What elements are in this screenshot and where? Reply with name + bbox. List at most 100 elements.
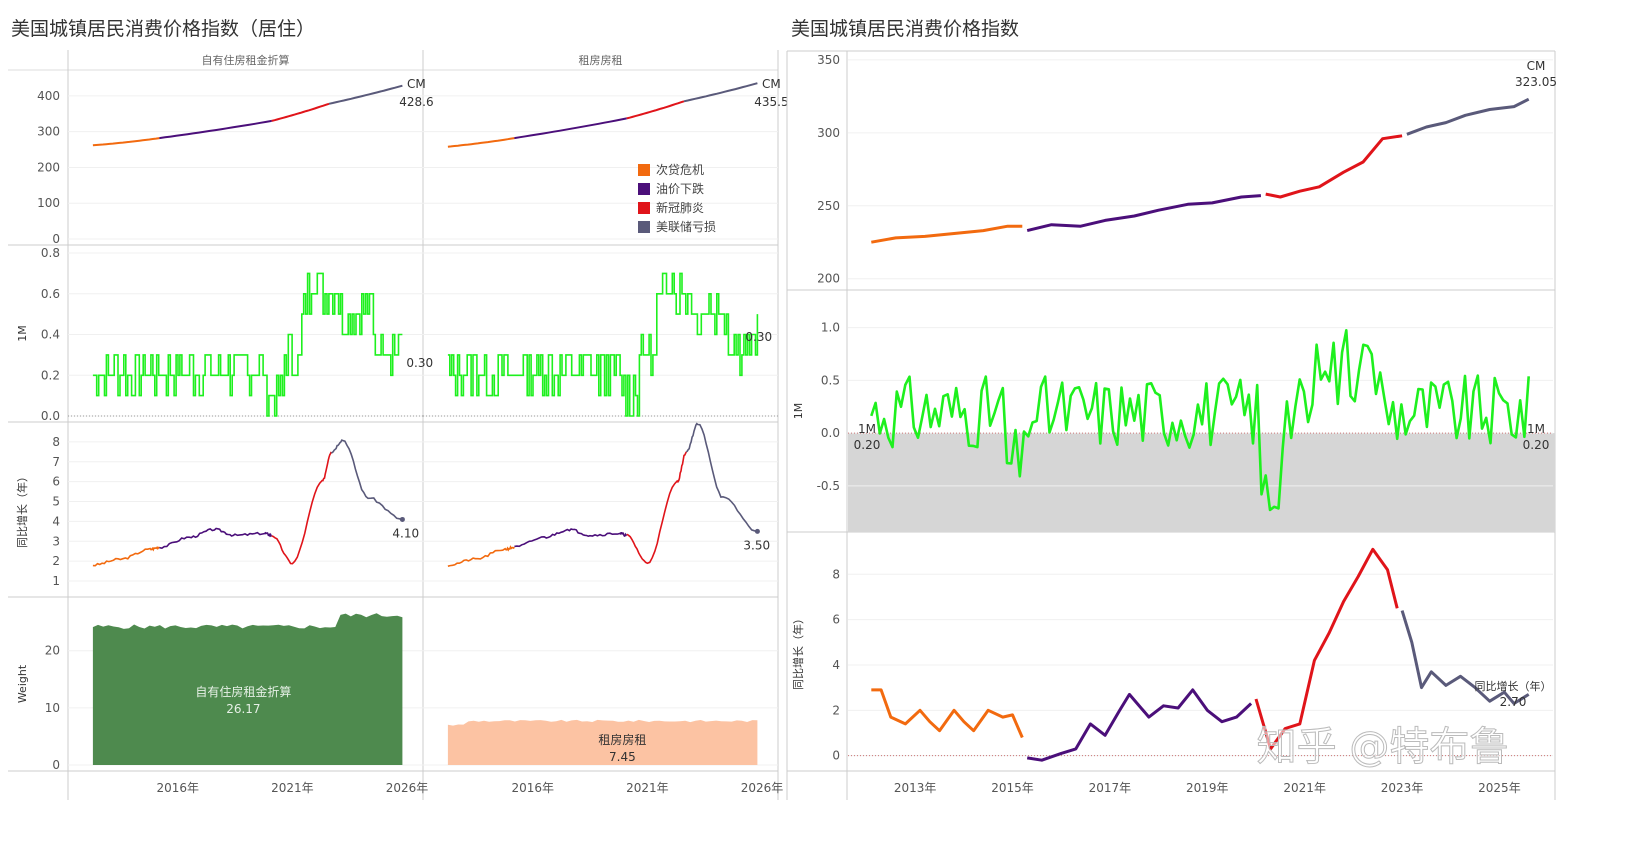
legend-swatch (638, 221, 650, 233)
mom-line-owner (92, 272, 403, 417)
weight-label-name: 自有住房租金折算 (195, 684, 291, 699)
x-tick-label: 2026年 (386, 781, 429, 795)
yoy-line-covid (271, 451, 333, 565)
x-tick-label: 2025年 (1478, 781, 1521, 795)
cpi-yoy-line-subprime (871, 688, 1024, 739)
x-tick-label: 2026年 (741, 781, 784, 795)
index-line-covid (271, 102, 330, 122)
weight-area-owner (92, 613, 403, 765)
y-tick-label: 0.8 (41, 246, 60, 260)
y-tick-label: 0 (832, 749, 840, 763)
y-tick-label: 2 (52, 554, 60, 568)
weight-label-value: 26.17 (226, 702, 260, 716)
y-axis-label: 1M (16, 325, 29, 342)
right-chart-title: 美国城镇居民消费价格指数 (791, 18, 1020, 40)
index-line-fed (683, 82, 758, 103)
cpi-yoy-line-fed (1400, 610, 1530, 705)
y-axis-label: 同比增长（年） (15, 471, 29, 548)
end-dot (754, 528, 760, 534)
y-tick-label: 0.4 (41, 328, 60, 342)
weight-area-rent (447, 719, 758, 765)
mom-line-rent (447, 272, 759, 417)
y-tick-label: 250 (817, 199, 840, 213)
cpi-index-line-subprime (871, 224, 1023, 244)
column-header: 租房房租 (579, 54, 623, 67)
cpi-index-line-oil (1026, 194, 1262, 233)
index-line-subprime (92, 137, 160, 147)
y-tick-label: 5 (52, 495, 60, 509)
start-label-1m: 1M (858, 422, 876, 436)
y-tick-label: 350 (817, 53, 840, 67)
y-tick-label: 7 (52, 455, 60, 469)
yoy-line-fed (685, 422, 758, 533)
start-label-value: 0.20 (854, 438, 881, 452)
cpi-yoy-line-oil (1026, 688, 1253, 762)
y-axis-label: Weight (16, 664, 29, 703)
y-tick-label: 400 (37, 89, 60, 103)
left-chart-title: 美国城镇居民消费价格指数（居住） (11, 18, 316, 40)
y-tick-label: 1.0 (821, 321, 840, 335)
y-tick-label: 6 (832, 613, 840, 627)
index-line-oil (159, 119, 272, 140)
y-tick-label: 8 (52, 435, 60, 449)
y-tick-label: 0.6 (41, 287, 60, 301)
y-tick-label: 0 (52, 232, 60, 246)
x-tick-label: 2016年 (511, 781, 554, 795)
y-tick-label: 200 (37, 160, 60, 174)
y-tick-label: 0.0 (41, 409, 60, 423)
end-label-value: 0.30 (406, 356, 433, 370)
x-tick-label: 2021年 (626, 781, 669, 795)
yoy-line-subprime (92, 546, 160, 567)
legend-label: 美联储亏损 (656, 219, 716, 234)
end-label-name: 同比增长（年） (1475, 679, 1552, 693)
y-tick-label: 10 (45, 701, 60, 715)
x-tick-label: 2016年 (156, 781, 199, 795)
y-tick-label: 3 (52, 534, 60, 548)
index-line-subprime (447, 137, 515, 148)
y-tick-label: 100 (37, 196, 60, 210)
y-tick-label: 1 (52, 574, 60, 588)
y-tick-label: 8 (832, 567, 840, 581)
weight-label-value: 7.45 (609, 750, 636, 764)
negative-band (848, 433, 1555, 532)
y-tick-label: 0.5 (821, 373, 840, 387)
cpi-index-line-fed (1406, 97, 1530, 136)
index-line-fed (328, 84, 403, 105)
index-line-covid (626, 100, 685, 120)
y-axis-label: 同比增长（年） (791, 613, 805, 690)
legend-label: 油价下跌 (656, 181, 704, 196)
cpi-index-line-covid (1265, 134, 1403, 199)
yoy-line-oil (159, 527, 273, 550)
end-label-value: 4.10 (392, 526, 419, 540)
legend-swatch (638, 183, 650, 195)
x-tick-label: 2017年 (1089, 781, 1132, 795)
y-tick-label: 2 (832, 703, 840, 717)
y-tick-label: 20 (45, 644, 60, 658)
x-tick-label: 2019年 (1186, 781, 1229, 795)
end-label-value: 428.6 (399, 95, 433, 109)
yoy-line-oil (514, 528, 627, 548)
legend-swatch (638, 202, 650, 214)
y-tick-label: 200 (817, 272, 840, 286)
end-label-value: 3.50 (743, 538, 770, 552)
x-tick-label: 2013年 (894, 781, 937, 795)
end-label-value: 0.20 (1523, 438, 1550, 452)
y-tick-label: 6 (52, 475, 60, 489)
legend-label: 新冠肺炎 (656, 200, 704, 215)
watermark: 知乎 @特布鲁 (1257, 724, 1510, 770)
end-label-value: 0.30 (745, 330, 772, 344)
y-tick-label: 0.0 (821, 426, 840, 440)
end-label-value: 2.70 (1500, 695, 1527, 709)
y-tick-label: 0.2 (41, 368, 60, 382)
yoy-line-subprime (447, 545, 515, 567)
x-tick-label: 2021年 (271, 781, 314, 795)
legend-swatch (638, 164, 650, 176)
y-tick-label: -0.5 (817, 479, 840, 493)
x-tick-label: 2015年 (991, 781, 1034, 795)
weight-label-name: 租房房租 (598, 732, 646, 747)
end-label-value: 323.05 (1515, 75, 1557, 89)
end-dot (399, 516, 405, 522)
yoy-line-covid (626, 451, 688, 565)
end-label-cm: CM (762, 77, 781, 91)
